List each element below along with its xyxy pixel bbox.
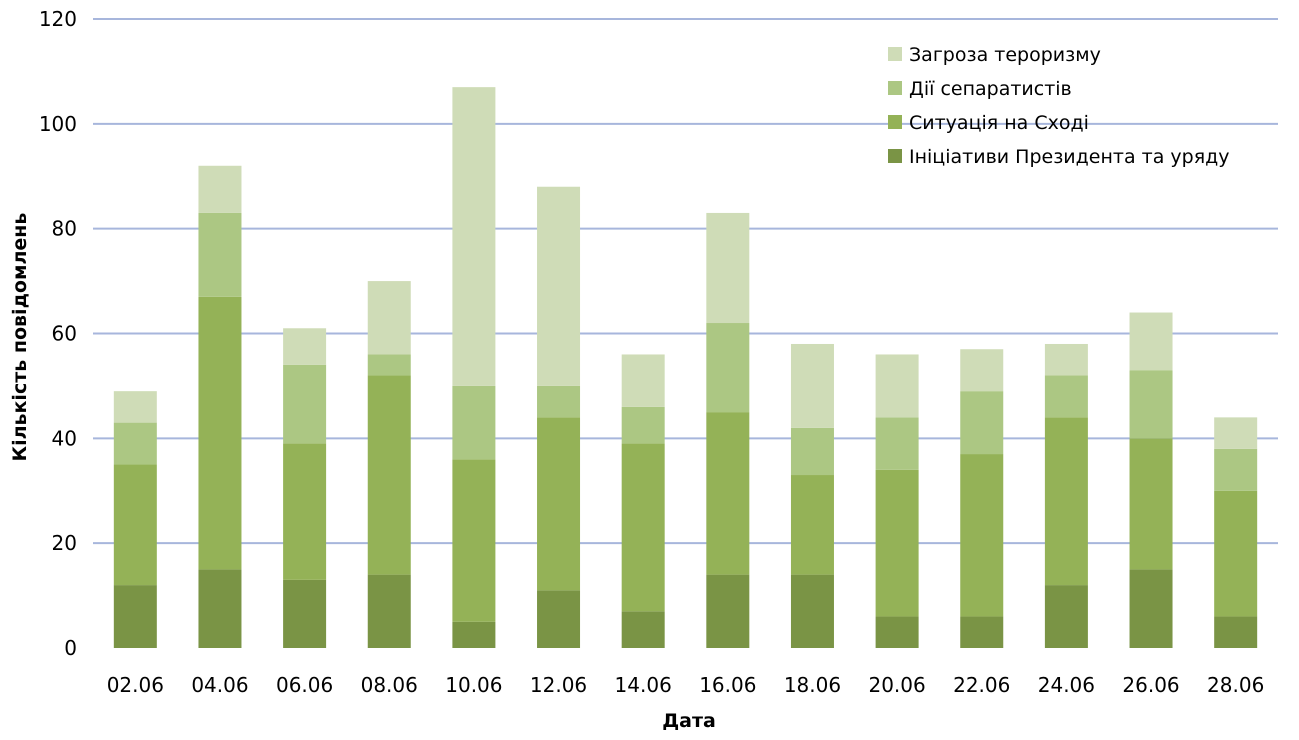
y-tick-label: 0 bbox=[64, 636, 77, 660]
y-tick-label: 120 bbox=[39, 7, 77, 31]
x-axis-title: Дата bbox=[662, 710, 716, 732]
legend-swatch bbox=[888, 149, 902, 163]
bar-segment bbox=[198, 165, 242, 213]
legend-swatch bbox=[888, 47, 902, 61]
bar-segment bbox=[537, 417, 581, 591]
bar-segment bbox=[367, 354, 411, 376]
legend-swatch bbox=[888, 81, 902, 95]
legend-label: Ініціативи Президента та уряду bbox=[909, 146, 1230, 168]
legend-label: Загроза тероризму bbox=[909, 44, 1101, 66]
gridlines bbox=[93, 18, 1278, 545]
bar-segment bbox=[367, 574, 411, 648]
x-tick-label: 16.06 bbox=[699, 673, 756, 697]
bar-segment bbox=[198, 296, 242, 570]
bar-segment bbox=[706, 323, 750, 413]
bar-segment bbox=[113, 422, 157, 465]
bar-segment bbox=[367, 375, 411, 575]
bar-segment bbox=[960, 454, 1004, 617]
x-tick-label: 06.06 bbox=[276, 673, 333, 697]
x-tick-label: 10.06 bbox=[445, 673, 502, 697]
bar-segment bbox=[706, 412, 750, 575]
bar-segment bbox=[1214, 616, 1258, 648]
bar-segment bbox=[875, 616, 919, 648]
legend-item: Ініціативи Президента та уряду bbox=[888, 146, 1230, 168]
bar-segment bbox=[1044, 417, 1088, 586]
x-tick-label: 02.06 bbox=[107, 673, 164, 697]
bar-segment bbox=[452, 87, 496, 386]
bar-segment bbox=[283, 364, 327, 444]
bar-segment bbox=[367, 281, 411, 355]
x-tick-label: 24.06 bbox=[1038, 673, 1095, 697]
y-tick-labels: 0 20 40 60 80 100 120 bbox=[39, 7, 77, 660]
x-tick-label: 20.06 bbox=[868, 673, 925, 697]
bar-segment bbox=[621, 406, 665, 444]
bar-segment bbox=[875, 469, 919, 617]
bar-segment bbox=[790, 574, 834, 648]
bar-segment bbox=[283, 443, 327, 580]
bar-segment bbox=[1129, 569, 1173, 648]
bar-segment bbox=[537, 385, 581, 418]
bar-segment bbox=[621, 443, 665, 612]
bar-segment bbox=[1044, 585, 1088, 648]
bar-segment bbox=[537, 590, 581, 648]
bar-segment bbox=[1044, 343, 1088, 376]
bar-segment bbox=[1129, 438, 1173, 570]
x-tick-label: 14.06 bbox=[615, 673, 672, 697]
bar-segment bbox=[621, 611, 665, 648]
y-tick-label: 20 bbox=[52, 531, 77, 555]
bar-segment bbox=[1214, 417, 1258, 449]
x-tick-label: 04.06 bbox=[191, 673, 248, 697]
y-tick-label: 60 bbox=[52, 322, 77, 346]
x-tick-label: 22.06 bbox=[953, 673, 1010, 697]
bar-segment bbox=[621, 354, 665, 407]
bar-segment bbox=[452, 621, 496, 648]
bar-segment bbox=[1129, 312, 1173, 371]
bar-segment bbox=[452, 385, 496, 460]
bar-segment bbox=[113, 585, 157, 648]
bar-segment bbox=[875, 417, 919, 470]
bars bbox=[113, 87, 1258, 648]
bar-segment bbox=[1214, 490, 1258, 617]
bar-segment bbox=[1044, 375, 1088, 418]
legend-swatch bbox=[888, 115, 902, 129]
legend-item: Ситуація на Сході bbox=[888, 112, 1089, 134]
bar-segment bbox=[198, 569, 242, 648]
x-tick-labels: 02.06 04.06 06.06 08.06 10.06 12.06 14.06 16.06… bbox=[107, 673, 1265, 697]
bar-segment bbox=[960, 616, 1004, 648]
bar-segment bbox=[113, 464, 157, 586]
bar-segment bbox=[960, 349, 1004, 392]
y-axis-title: Кількість повідомлень bbox=[9, 213, 31, 462]
bar-segment bbox=[537, 186, 581, 386]
bar-segment bbox=[790, 343, 834, 428]
bar-segment bbox=[706, 212, 750, 324]
legend-label: Дії сепаратистів bbox=[909, 78, 1072, 100]
x-tick-label: 12.06 bbox=[530, 673, 587, 697]
bar-segment bbox=[283, 579, 327, 648]
bar-segment bbox=[198, 212, 242, 297]
legend-item: Загроза тероризму bbox=[888, 44, 1101, 66]
bar-segment bbox=[706, 574, 750, 648]
bar-segment bbox=[960, 391, 1004, 455]
x-tick-label: 08.06 bbox=[361, 673, 418, 697]
x-tick-label: 28.06 bbox=[1207, 673, 1264, 697]
bar-segment bbox=[452, 459, 496, 622]
legend-label: Ситуація на Сході bbox=[909, 112, 1089, 134]
y-tick-label: 80 bbox=[52, 217, 77, 241]
x-tick-label: 26.06 bbox=[1122, 673, 1179, 697]
x-tick-label: 18.06 bbox=[784, 673, 841, 697]
legend: Загроза тероризму Дії сепаратистів Ситуаці… bbox=[888, 44, 1230, 168]
y-tick-label: 40 bbox=[52, 426, 77, 450]
bar-segment bbox=[1129, 370, 1173, 439]
bar-segment bbox=[283, 328, 327, 365]
legend-item: Дії сепаратистів bbox=[888, 78, 1072, 100]
bar-segment bbox=[1214, 448, 1258, 491]
bar-segment bbox=[790, 427, 834, 476]
bar-segment bbox=[113, 391, 157, 423]
bar-segment bbox=[790, 475, 834, 575]
y-tick-label: 100 bbox=[39, 112, 77, 136]
bar-segment bbox=[875, 354, 919, 418]
